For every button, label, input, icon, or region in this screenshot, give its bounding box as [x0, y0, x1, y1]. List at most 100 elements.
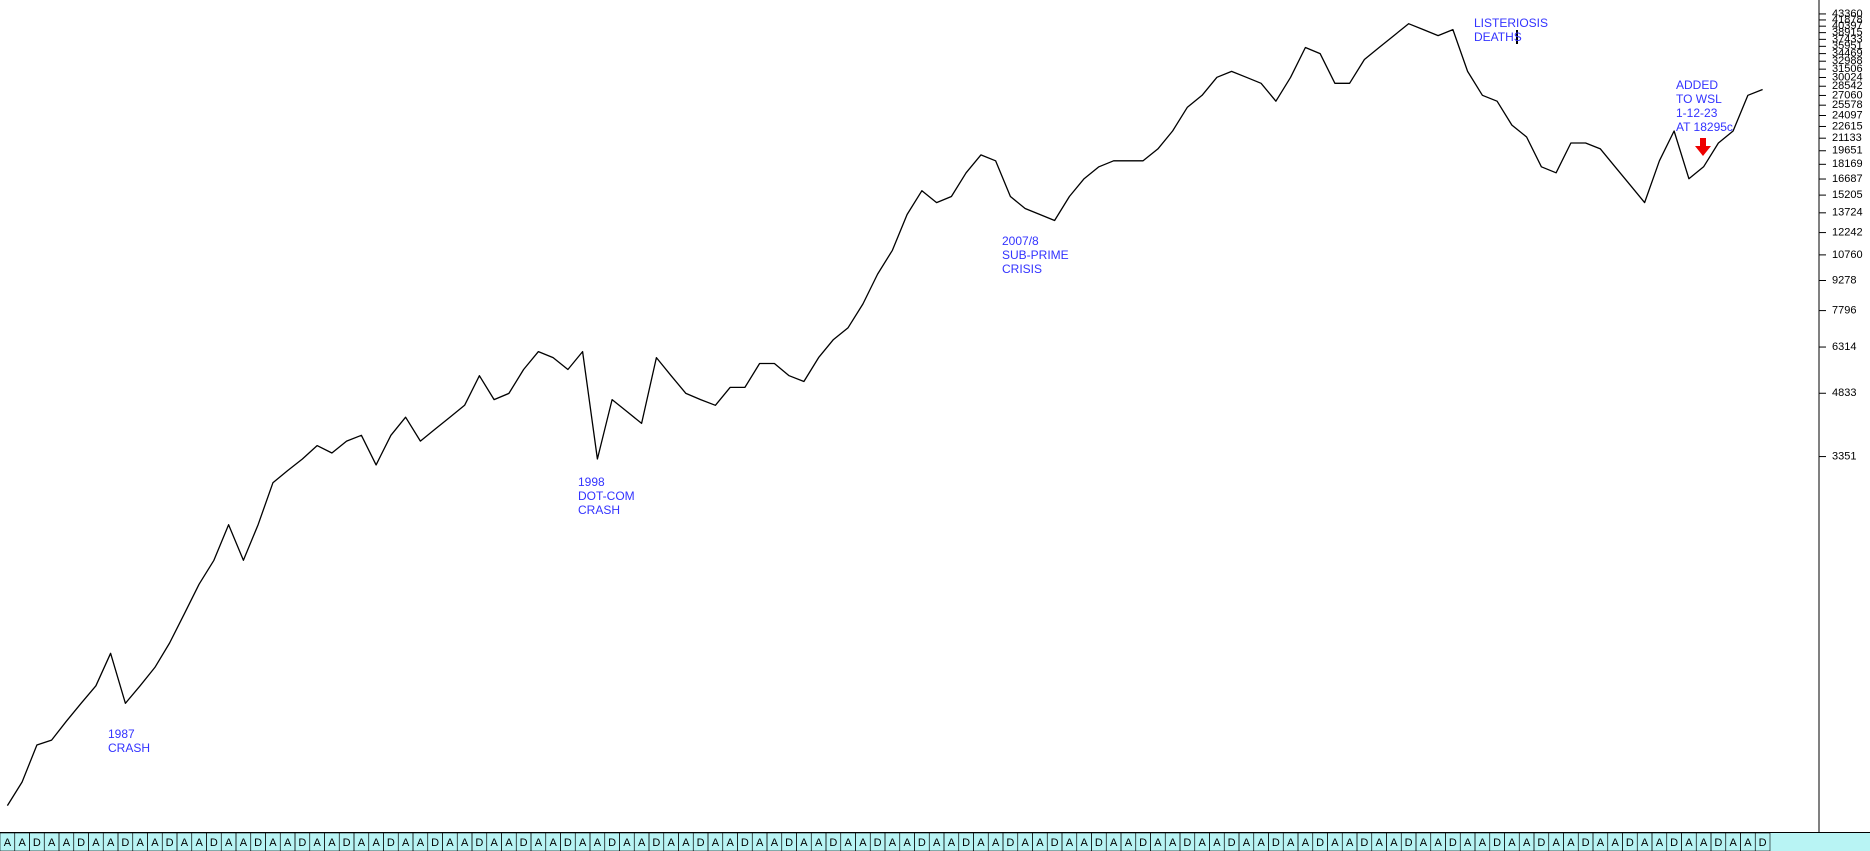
period-label: A — [151, 837, 159, 849]
annotation: 1-12-23 — [1676, 106, 1718, 120]
period-label: A — [1508, 837, 1516, 849]
annotation: AT 18295c — [1676, 120, 1733, 134]
y-tick-label: 37433 — [1832, 33, 1863, 45]
y-tick-label: 30024 — [1832, 71, 1863, 83]
annotation: LISTERIOSIS — [1474, 16, 1548, 30]
period-label: A — [726, 837, 734, 849]
annotation: TO WSL — [1676, 92, 1722, 106]
period-label: A — [992, 837, 1000, 849]
period-label: A — [18, 837, 26, 849]
y-tick-label: 16687 — [1832, 173, 1863, 185]
period-label: A — [107, 837, 115, 849]
period-label: A — [461, 837, 469, 849]
period-label: D — [1759, 837, 1767, 849]
period-label: D — [1405, 837, 1413, 849]
y-tick-label: 24097 — [1832, 109, 1863, 121]
period-label: A — [977, 837, 985, 849]
y-tick-label: 18169 — [1832, 158, 1863, 170]
period-label: A — [1036, 837, 1044, 849]
period-label: A — [1700, 837, 1708, 849]
period-label: A — [417, 837, 425, 849]
period-label: A — [933, 837, 941, 849]
y-tick-label: 22615 — [1832, 120, 1863, 132]
y-tick-label: 40397 — [1832, 20, 1863, 32]
period-cell — [1754, 832, 1771, 851]
period-label: A — [240, 837, 248, 849]
period-label: D — [343, 837, 351, 849]
period-label: A — [92, 837, 100, 849]
annotation: ADDED — [1676, 78, 1718, 92]
period-label: D — [1051, 837, 1059, 849]
y-tick-label: 25578 — [1832, 99, 1863, 111]
period-label: A — [903, 837, 911, 849]
period-label: A — [1066, 837, 1074, 849]
period-label: A — [1552, 837, 1560, 849]
period-label: D — [475, 837, 483, 849]
period-label: D — [1626, 837, 1634, 849]
buy-arrow — [1695, 138, 1711, 156]
period-label: A — [1110, 837, 1118, 849]
period-label: A — [1346, 837, 1354, 849]
period-label: A — [136, 837, 144, 849]
period-label: A — [4, 837, 12, 849]
period-label: A — [859, 837, 867, 849]
y-tick-label: 6314 — [1832, 341, 1856, 353]
period-label: D — [918, 837, 926, 849]
y-tick-label: 35951 — [1832, 40, 1863, 52]
annotation: CRASH — [578, 503, 620, 517]
period-label: D — [1360, 837, 1368, 849]
period-label: D — [210, 837, 218, 849]
period-label: A — [1611, 837, 1619, 849]
period-label: A — [1479, 837, 1487, 849]
y-tick-label: 31506 — [1832, 63, 1863, 75]
period-label: D — [697, 837, 705, 849]
period-label: A — [1523, 837, 1531, 849]
period-label: A — [594, 837, 602, 849]
period-label: A — [815, 837, 823, 849]
annotation: 1987 — [108, 727, 135, 741]
period-label: A — [181, 837, 189, 849]
period-label: A — [1744, 837, 1752, 849]
period-label: D — [121, 837, 129, 849]
period-label: A — [1080, 837, 1088, 849]
period-strip — [0, 832, 1870, 851]
period-label: D — [520, 837, 528, 849]
period-label: A — [1198, 837, 1206, 849]
period-label: A — [1154, 837, 1162, 849]
period-label: D — [1139, 837, 1147, 849]
period-label: D — [1449, 837, 1457, 849]
period-label: A — [948, 837, 956, 849]
period-label: D — [741, 837, 749, 849]
period-label: D — [166, 837, 174, 849]
period-label: D — [785, 837, 793, 849]
period-label: D — [962, 837, 970, 849]
period-label: A — [1641, 837, 1649, 849]
period-label: A — [48, 837, 56, 849]
period-label: D — [608, 837, 616, 849]
annotation: DEATHS — [1474, 30, 1522, 44]
period-label: A — [313, 837, 321, 849]
period-label: A — [667, 837, 675, 849]
period-label: A — [1420, 837, 1428, 849]
price-line — [6, 23, 1763, 806]
period-label: A — [1656, 837, 1664, 849]
annotation: 1998 — [578, 475, 605, 489]
period-label: A — [195, 837, 203, 849]
period-label: A — [1390, 837, 1398, 849]
period-label: D — [652, 837, 660, 849]
period-label: A — [446, 837, 454, 849]
period-label: A — [756, 837, 764, 849]
y-tick-label: 7796 — [1832, 304, 1856, 316]
period-label: A — [1243, 837, 1251, 849]
annotation: SUB-PRIME — [1002, 248, 1069, 262]
period-label: D — [1183, 837, 1191, 849]
period-label: A — [579, 837, 587, 849]
annotation: DOT-COM — [578, 489, 635, 503]
period-label: D — [564, 837, 572, 849]
y-tick-label: 43360 — [1832, 8, 1863, 20]
period-label: A — [372, 837, 380, 849]
period-label: D — [254, 837, 262, 849]
period-label: A — [844, 837, 852, 849]
period-label: A — [284, 837, 292, 849]
